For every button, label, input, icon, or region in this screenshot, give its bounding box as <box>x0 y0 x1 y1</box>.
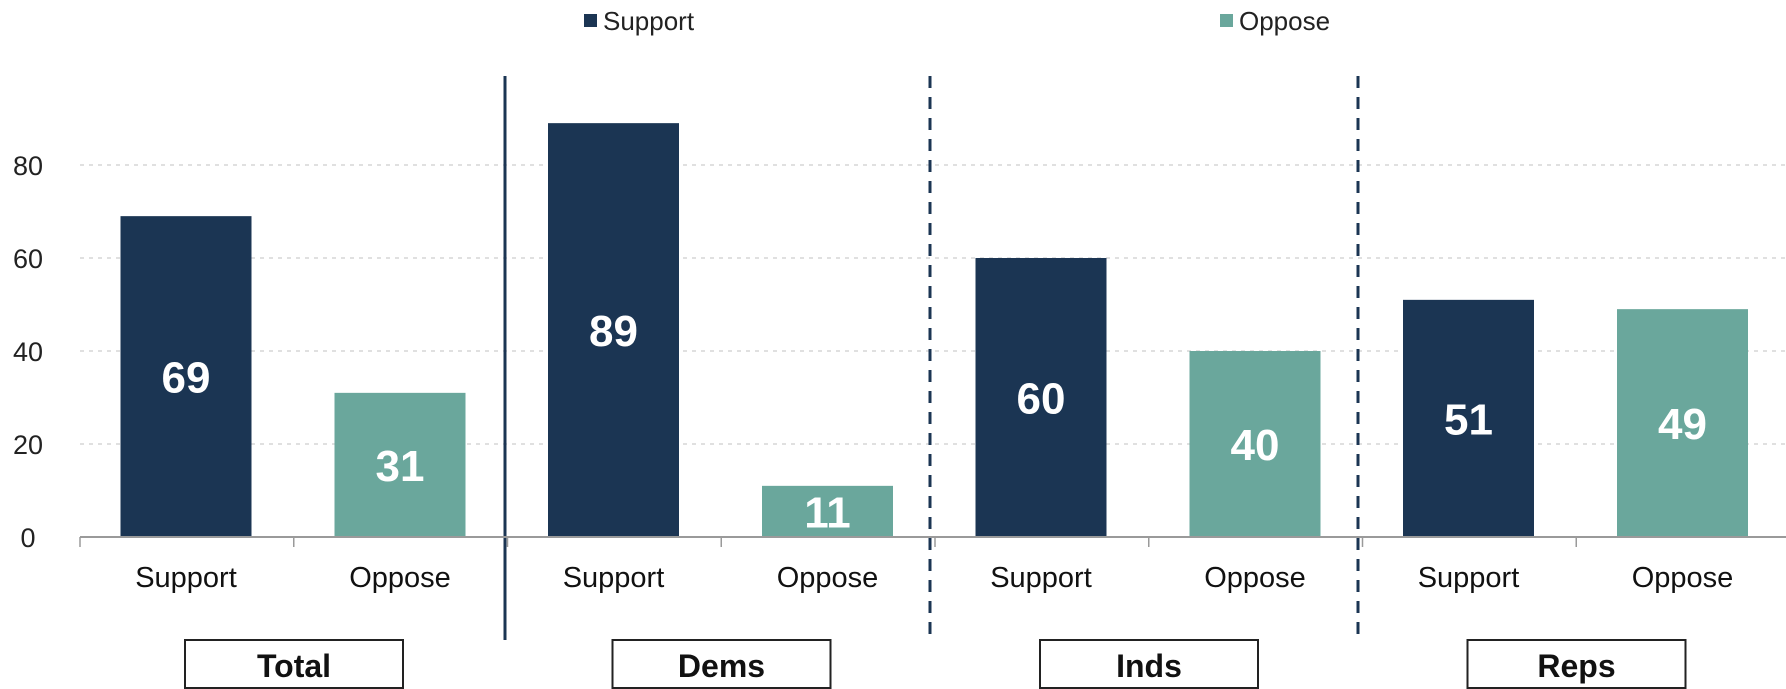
legend-label: Oppose <box>1239 6 1330 36</box>
group-label: Reps <box>1537 648 1615 684</box>
data-label: 60 <box>1017 375 1066 424</box>
bar-total-support <box>120 216 252 537</box>
group-label-box <box>1039 639 1259 689</box>
legend-label: Support <box>603 6 695 36</box>
data-label: 49 <box>1658 400 1707 449</box>
bar-reps-support <box>1403 299 1534 537</box>
legend-swatch <box>584 14 597 27</box>
group-dividers <box>503 76 1360 640</box>
y-tick-label: 80 <box>13 151 43 181</box>
bar-inds-oppose <box>1189 351 1321 537</box>
data-label: 89 <box>589 307 638 356</box>
x-tick-label: Support <box>990 562 1092 594</box>
group-label-box <box>611 639 832 689</box>
data-label: 40 <box>1231 421 1280 470</box>
group-label: Total <box>257 648 331 684</box>
bar-total-oppose <box>334 392 466 537</box>
bars <box>120 123 1748 538</box>
y-tick-label: 0 <box>20 523 35 553</box>
bar-dems-support <box>548 123 679 538</box>
group-label: Inds <box>1116 648 1182 684</box>
bar-dems-oppose <box>762 485 893 537</box>
bar-inds-support <box>975 258 1107 537</box>
x-tick-label: Oppose <box>1632 562 1734 594</box>
x-tick-label: Oppose <box>349 562 451 594</box>
y-tick-label: 60 <box>13 244 43 274</box>
legend: Support Oppose <box>584 6 1330 36</box>
y-tick-label: 20 <box>13 430 43 460</box>
x-tick-label: Support <box>563 562 665 594</box>
data-label: 51 <box>1444 395 1493 444</box>
group-label-box <box>1466 639 1687 689</box>
x-tick-label: Oppose <box>1204 562 1306 594</box>
data-label: 69 <box>162 354 211 403</box>
group-label-box <box>184 639 404 689</box>
axes: 0 20 40 60 80 <box>13 151 1786 553</box>
y-tick-label: 40 <box>13 337 43 367</box>
group-label: Dems <box>678 648 765 684</box>
x-tick-label: Oppose <box>777 562 879 594</box>
legend-swatch <box>1220 14 1233 27</box>
data-label: 31 <box>376 442 425 491</box>
x-tick-label: Support <box>1418 562 1520 594</box>
data-label: 11 <box>804 488 851 537</box>
x-tick-label: Support <box>135 562 237 594</box>
labels: 69 Support 31 Oppose Total 89 Support 11 Oppose D… <box>135 307 1734 689</box>
bar-reps-oppose <box>1617 309 1748 537</box>
